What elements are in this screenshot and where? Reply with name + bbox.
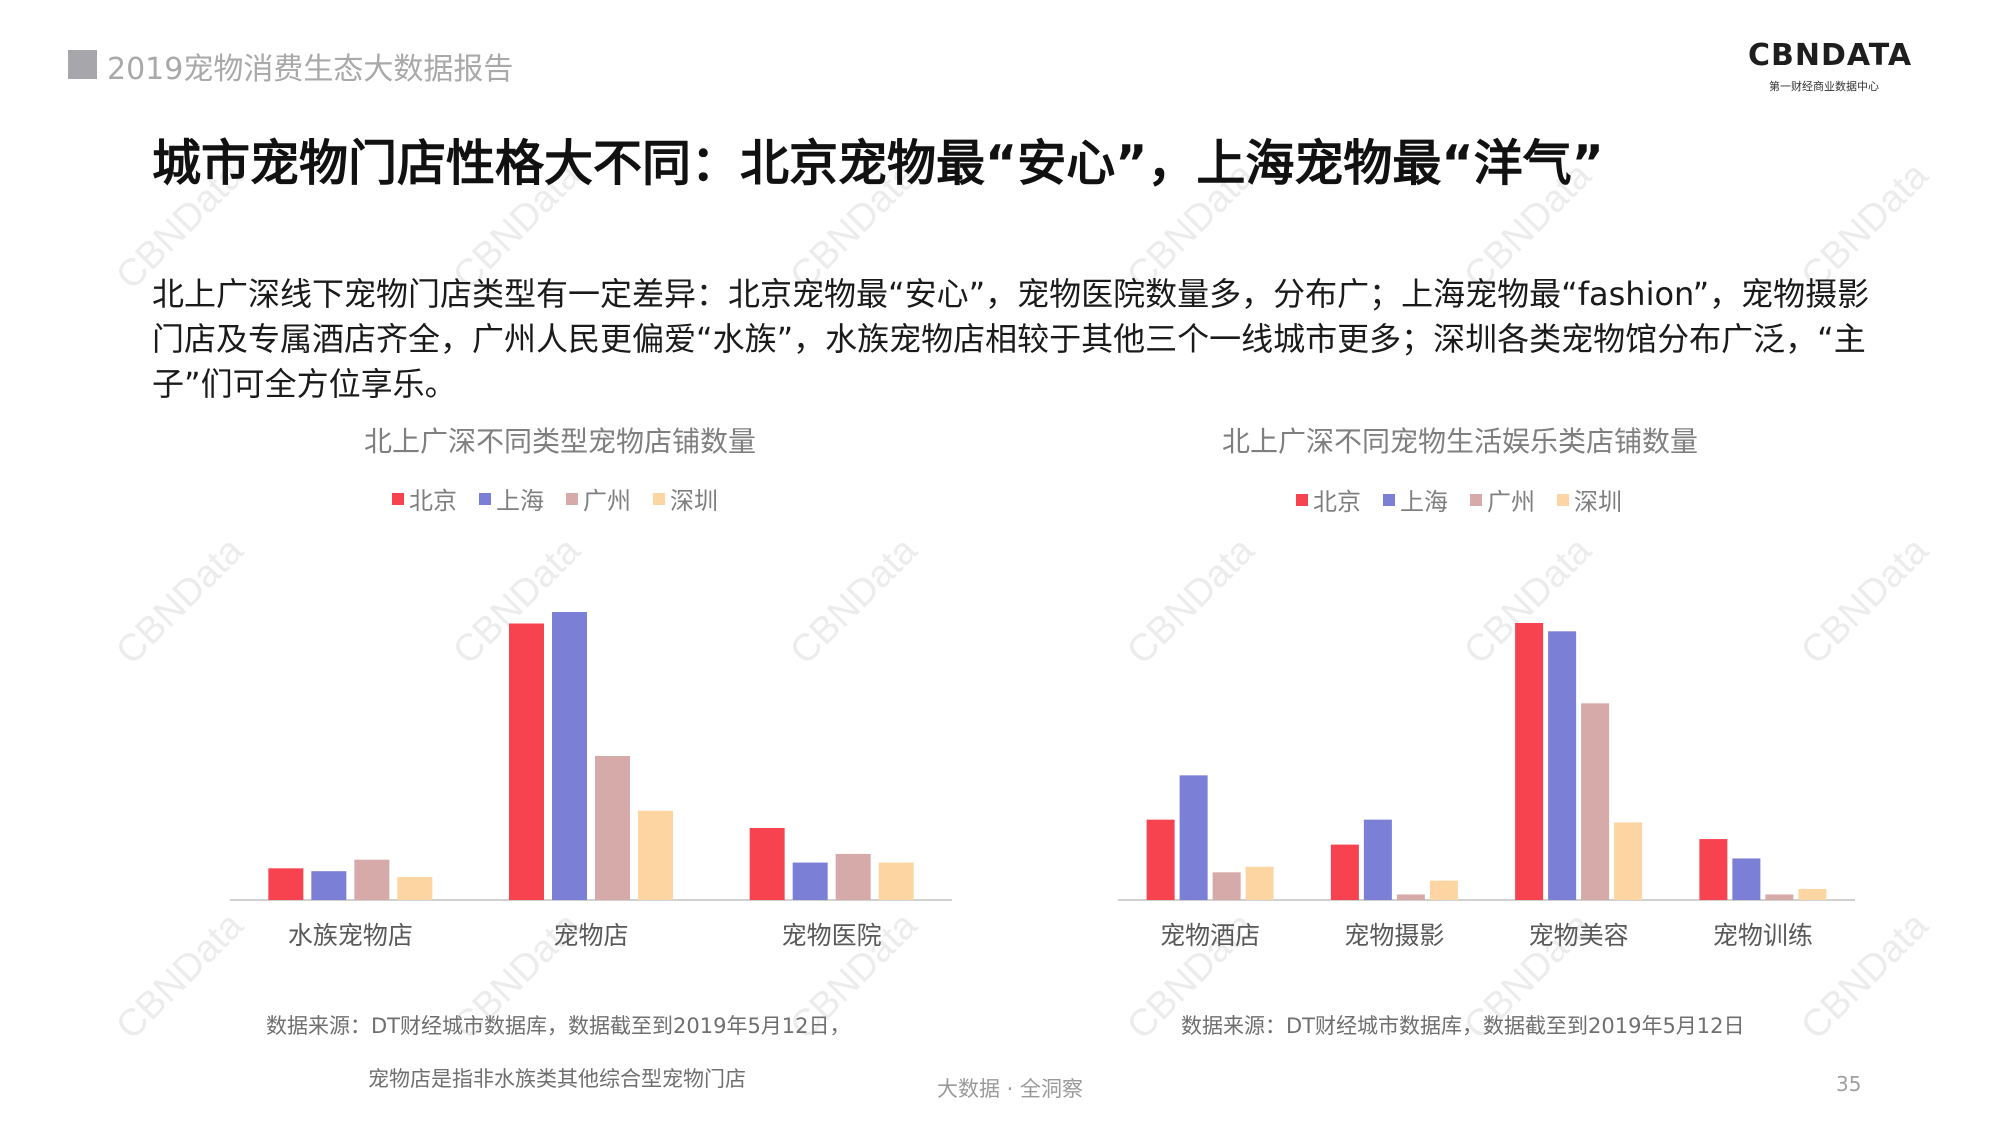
x-tick-label: 宠物店 [553, 921, 628, 950]
description-text: 北上广深线下宠物门店类型有一定差异：北京宠物最“安心”，宠物医院数量多，分布广；… [152, 275, 1870, 403]
page-title: 城市宠物门店性格大不同：北京宠物最“安心”，上海宠物最“洋气” [152, 135, 1604, 192]
legend-label: 广州 [1487, 488, 1535, 516]
bar-上海-宠物店 [552, 612, 587, 900]
legend-item: 上海 [1383, 482, 1448, 517]
header-square-icon [68, 50, 97, 79]
x-tick-label: 宠物美容 [1529, 921, 1629, 950]
bar-北京-宠物美容 [1515, 623, 1544, 900]
legend-item: 上海 [479, 481, 544, 516]
legend-swatch [479, 492, 491, 505]
bar-深圳-宠物店 [638, 810, 673, 900]
bar-深圳-宠物摄影 [1429, 880, 1458, 900]
legend-swatch [392, 492, 404, 505]
legend-label: 深圳 [670, 487, 718, 515]
page-number: 35 [1836, 1072, 1862, 1096]
footer-tagline: 大数据 · 全洞察 [936, 1077, 1084, 1101]
bar-广州-宠物医院 [835, 853, 871, 900]
legend-swatch [1470, 493, 1482, 506]
legend-swatch [653, 492, 665, 505]
bar-上海-宠物训练 [1732, 858, 1761, 900]
bar-上海-宠物美容 [1548, 631, 1577, 900]
bar-深圳-宠物训练 [1798, 888, 1827, 900]
bar-北京-宠物医院 [749, 828, 785, 900]
bar-北京-宠物摄影 [1330, 844, 1359, 900]
bar-广州-水族宠物店 [354, 859, 390, 900]
brand-logo-subtitle: 第一财经商业数据中心 [1769, 80, 1879, 93]
legend-swatch [1296, 493, 1308, 506]
bar-广州-宠物美容 [1581, 703, 1610, 900]
legend-item: 北京 [392, 481, 457, 516]
right-source-note: 数据来源：DT财经城市数据库，数据截至到2019年5月12日 [1181, 1014, 1745, 1038]
report-title: 2019宠物消费生态大数据报告 [107, 52, 514, 87]
bar-北京-宠物店 [509, 623, 544, 900]
bar-广州-宠物摄影 [1396, 894, 1425, 900]
bar-上海-宠物医院 [792, 862, 828, 900]
legend-item: 深圳 [653, 481, 718, 516]
bar-北京-宠物训练 [1699, 839, 1728, 900]
bar-广州-宠物酒店 [1212, 872, 1241, 900]
legend-swatch [1383, 493, 1395, 506]
legend-item: 广州 [1470, 482, 1535, 517]
right-chart-legend: 北京 上海 广州 深圳 [1296, 482, 1622, 517]
bar-上海-水族宠物店 [311, 871, 347, 900]
right-chart-title: 北上广深不同宠物生活娱乐类店铺数量 [1221, 425, 1698, 458]
bar-上海-宠物摄影 [1363, 819, 1392, 900]
bar-深圳-宠物美容 [1614, 822, 1643, 900]
bar-北京-水族宠物店 [268, 868, 304, 900]
bar-上海-宠物酒店 [1179, 775, 1208, 900]
bar-广州-宠物店 [595, 756, 630, 900]
left-source-note: 数据来源：DT财经城市数据库，数据截至到2019年5月12日， [266, 1014, 851, 1038]
legend-swatch [1557, 493, 1569, 506]
bar-深圳-水族宠物店 [397, 876, 433, 900]
left-chart-legend: 北京 上海 广州 深圳 [392, 481, 718, 516]
bar-深圳-宠物酒店 [1245, 866, 1274, 900]
legend-label: 北京 [409, 487, 457, 515]
legend-label: 深圳 [1574, 488, 1622, 516]
left-chart-title: 北上广深不同类型宠物店铺数量 [363, 425, 756, 458]
bar-广州-宠物训练 [1765, 894, 1794, 900]
legend-label: 北京 [1313, 488, 1361, 516]
legend-label: 上海 [1400, 488, 1448, 516]
legend-label: 广州 [583, 487, 631, 515]
bar-北京-宠物酒店 [1146, 819, 1175, 900]
x-tick-label: 宠物摄影 [1344, 921, 1444, 950]
legend-item: 深圳 [1557, 482, 1622, 517]
legend-item: 北京 [1296, 482, 1361, 517]
brand-logo: CBNDATA [1748, 38, 1913, 73]
legend-label: 上海 [496, 487, 544, 515]
left-source-note-2: 宠物店是指非水族类其他综合型宠物门店 [368, 1067, 746, 1091]
legend-swatch [566, 492, 578, 505]
x-tick-label: 宠物医院 [782, 921, 882, 950]
x-tick-label: 宠物训练 [1713, 921, 1813, 950]
legend-item: 广州 [566, 481, 631, 516]
bar-深圳-宠物医院 [878, 862, 914, 900]
x-tick-label: 水族宠物店 [288, 921, 413, 950]
x-tick-label: 宠物酒店 [1160, 921, 1260, 950]
